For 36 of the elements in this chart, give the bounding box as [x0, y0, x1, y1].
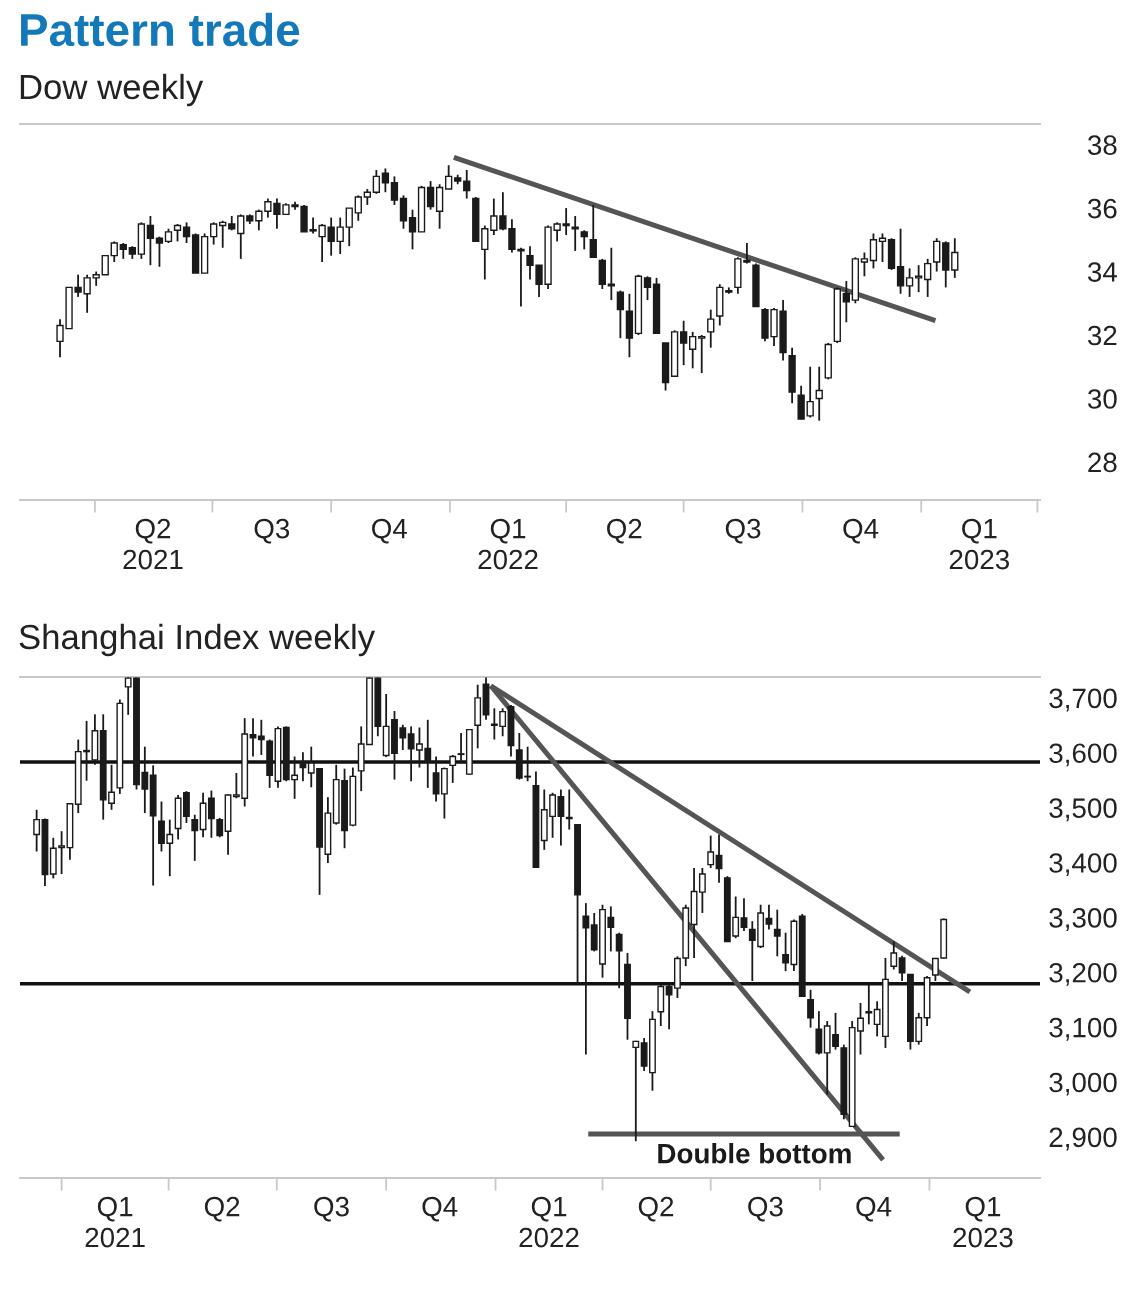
chart-subtitle: Dow weekly — [20, 73, 204, 107]
x-tick-label: Q4 — [856, 1196, 892, 1222]
y-tick-label: 3,100 — [1049, 1017, 1117, 1041]
y-tick-label: 2,900 — [1049, 1127, 1117, 1151]
x-tick-label: Q1 2023 — [953, 1196, 1013, 1248]
chart-title: Shanghai Index weekly — [19, 623, 376, 657]
x-tick-label: Q2 — [607, 518, 642, 544]
x-tick-label: Q2 2021 — [123, 518, 183, 570]
x-tick-label: Q1 2023 — [949, 518, 1009, 570]
y-tick-label: 3,700 — [1049, 688, 1117, 712]
y-tick-label: 3,500 — [1049, 798, 1117, 822]
y-tick-label: 30 — [1087, 389, 1117, 409]
x-tick-label: Q2 — [638, 1196, 674, 1222]
x-tick-label: Q4 — [372, 518, 407, 544]
x-tick-label: Q1 2021 — [85, 1196, 145, 1248]
x-tick-label: Q3 — [314, 1196, 349, 1222]
y-tick-label: 3,300 — [1049, 908, 1117, 931]
x-tick-label: Q2 — [204, 1196, 240, 1222]
y-tick-label: 3,000 — [1049, 1072, 1117, 1096]
y-tick-label: 28 — [1088, 452, 1117, 473]
x-tick-label: Q3 — [725, 518, 761, 544]
y-tick-label: 3,200 — [1049, 962, 1117, 986]
y-tick-label: 3,600 — [1049, 743, 1117, 767]
x-tick-label: Q4 — [422, 1196, 458, 1222]
x-tick-label: Q1 2022 — [478, 518, 538, 570]
x-tick-label: Q1 2022 — [519, 1196, 579, 1248]
y-tick-label: 38 — [1087, 135, 1117, 155]
x-tick-label: Q3 — [254, 518, 290, 544]
y-tick-label: 36 — [1087, 198, 1117, 219]
y-tick-label: 34 — [1087, 262, 1117, 282]
x-tick-label: Q3 — [748, 1196, 783, 1222]
y-tick-label: 3,400 — [1049, 853, 1117, 877]
x-tick-label: Q4 — [843, 518, 879, 544]
chart-title: Pattern trade — [21, 12, 300, 47]
y-tick-label: 32 — [1087, 325, 1117, 346]
annotation: Double bottom — [658, 1143, 851, 1164]
